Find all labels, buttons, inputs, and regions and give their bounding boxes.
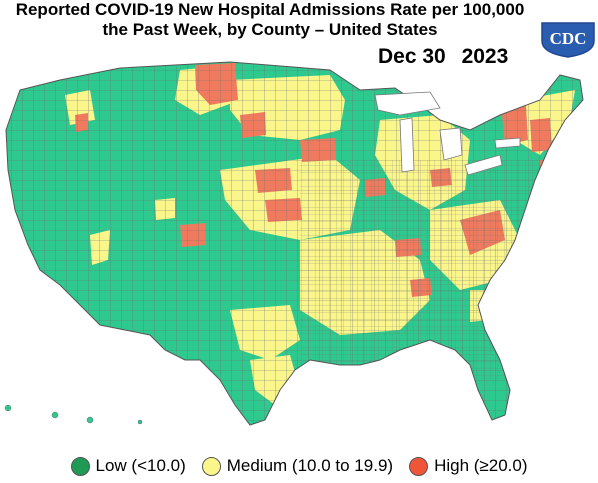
legend-swatch-high bbox=[409, 456, 429, 476]
legend-item-low: Low (<10.0) bbox=[70, 456, 186, 476]
map-title-line2: the Past Week, by County – United States bbox=[102, 20, 438, 39]
legend-item-high: High (≥20.0) bbox=[409, 456, 528, 476]
legend-item-medium: Medium (10.0 to 19.9) bbox=[201, 456, 394, 476]
map-legend: Low (<10.0) Medium (10.0 to 19.9) High (… bbox=[0, 452, 598, 480]
great-lakes bbox=[374, 91, 521, 176]
map-title-line1: Reported COVID-19 New Hospital Admission… bbox=[15, 0, 525, 19]
report-date-year: 2023 bbox=[461, 45, 509, 68]
legend-label-medium: Medium (10.0 to 19.9) bbox=[226, 456, 394, 475]
cdc-logo-text: CDC bbox=[550, 29, 587, 48]
legend-swatch-medium bbox=[201, 456, 221, 476]
county-fills bbox=[6, 62, 583, 425]
map-title: Reported COVID-19 New Hospital Admission… bbox=[0, 0, 540, 40]
us-county-map bbox=[4, 61, 584, 426]
hawaii bbox=[4, 404, 143, 425]
legend-label-high: High (≥20.0) bbox=[434, 456, 528, 475]
legend-label-low: Low (<10.0) bbox=[95, 456, 186, 475]
county-borders-east bbox=[300, 160, 550, 380]
report-date: Dec 30 2023 bbox=[378, 45, 508, 69]
report-date-month-day: Dec 30 bbox=[378, 45, 446, 68]
cdc-logo: CDC bbox=[541, 22, 595, 58]
legend-swatch-low bbox=[70, 456, 90, 476]
